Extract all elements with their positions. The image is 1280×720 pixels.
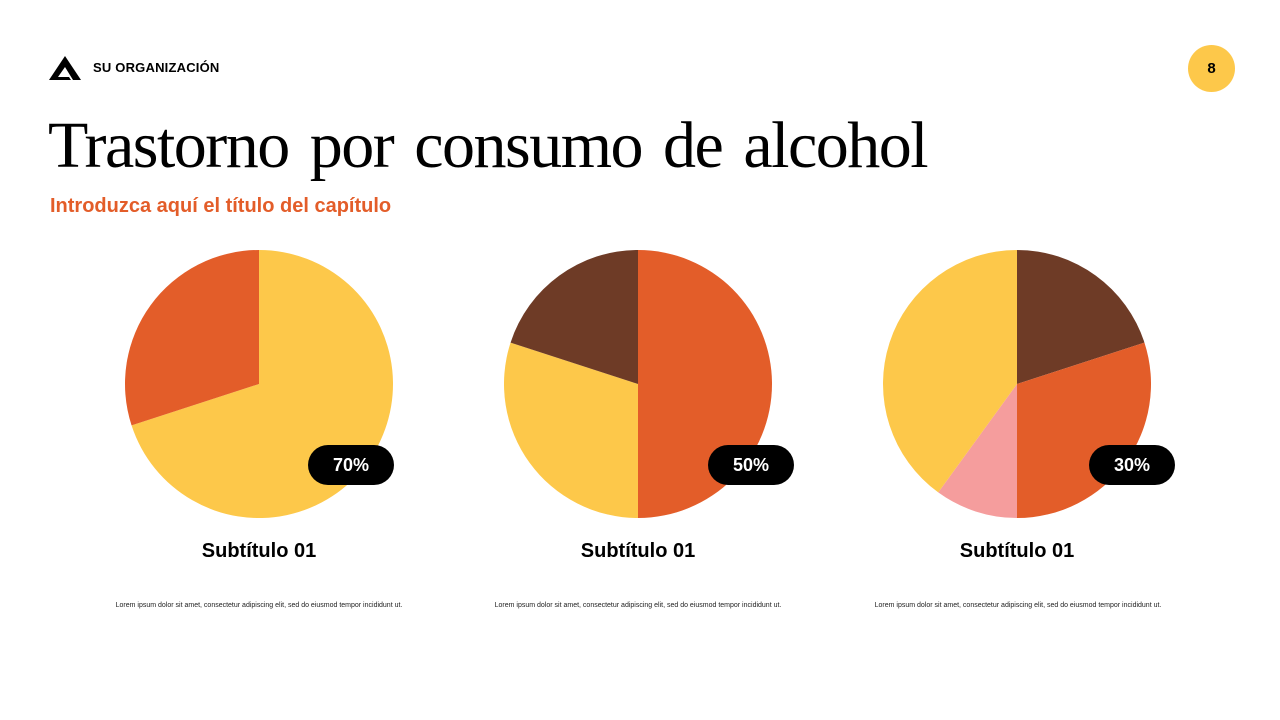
pie-1-description: Lorem ipsum dolor sit amet, consectetur … [115, 602, 403, 609]
pie-1-slice-2 [124, 250, 259, 426]
pie-3-slice-1 [1017, 250, 1145, 384]
organization-name: SU ORGANIZACIÓN [93, 60, 220, 75]
pie-2-badge: 50% [708, 445, 794, 485]
pie-3-description: Lorem ipsum dolor sit amet, consectetur … [874, 602, 1162, 609]
logo-icon [49, 56, 81, 80]
pie-2-slice-2 [504, 342, 638, 518]
pie-1-subtitle: Subtítulo 01 [201, 540, 317, 562]
pie-2-slice-3 [510, 250, 638, 384]
chapter-subtitle: Introduzca aquí el título del capítulo [50, 195, 392, 217]
pie-2-description: Lorem ipsum dolor sit amet, consectetur … [494, 602, 782, 609]
pie-3-slice-4 [882, 250, 1017, 493]
pie-3-slice-3 [938, 384, 1017, 518]
pie-2-subtitle: Subtítulo 01 [580, 540, 696, 562]
page-number-badge: 8 [1188, 45, 1235, 92]
pie-1-badge: 70% [308, 445, 394, 485]
pie-3-slice-2 [1017, 342, 1151, 518]
page-title: Trastorno por consumo de alcohol [48, 109, 929, 182]
pie-3-subtitle: Subtítulo 01 [959, 540, 1075, 562]
pie-3-badge: 30% [1089, 445, 1175, 485]
